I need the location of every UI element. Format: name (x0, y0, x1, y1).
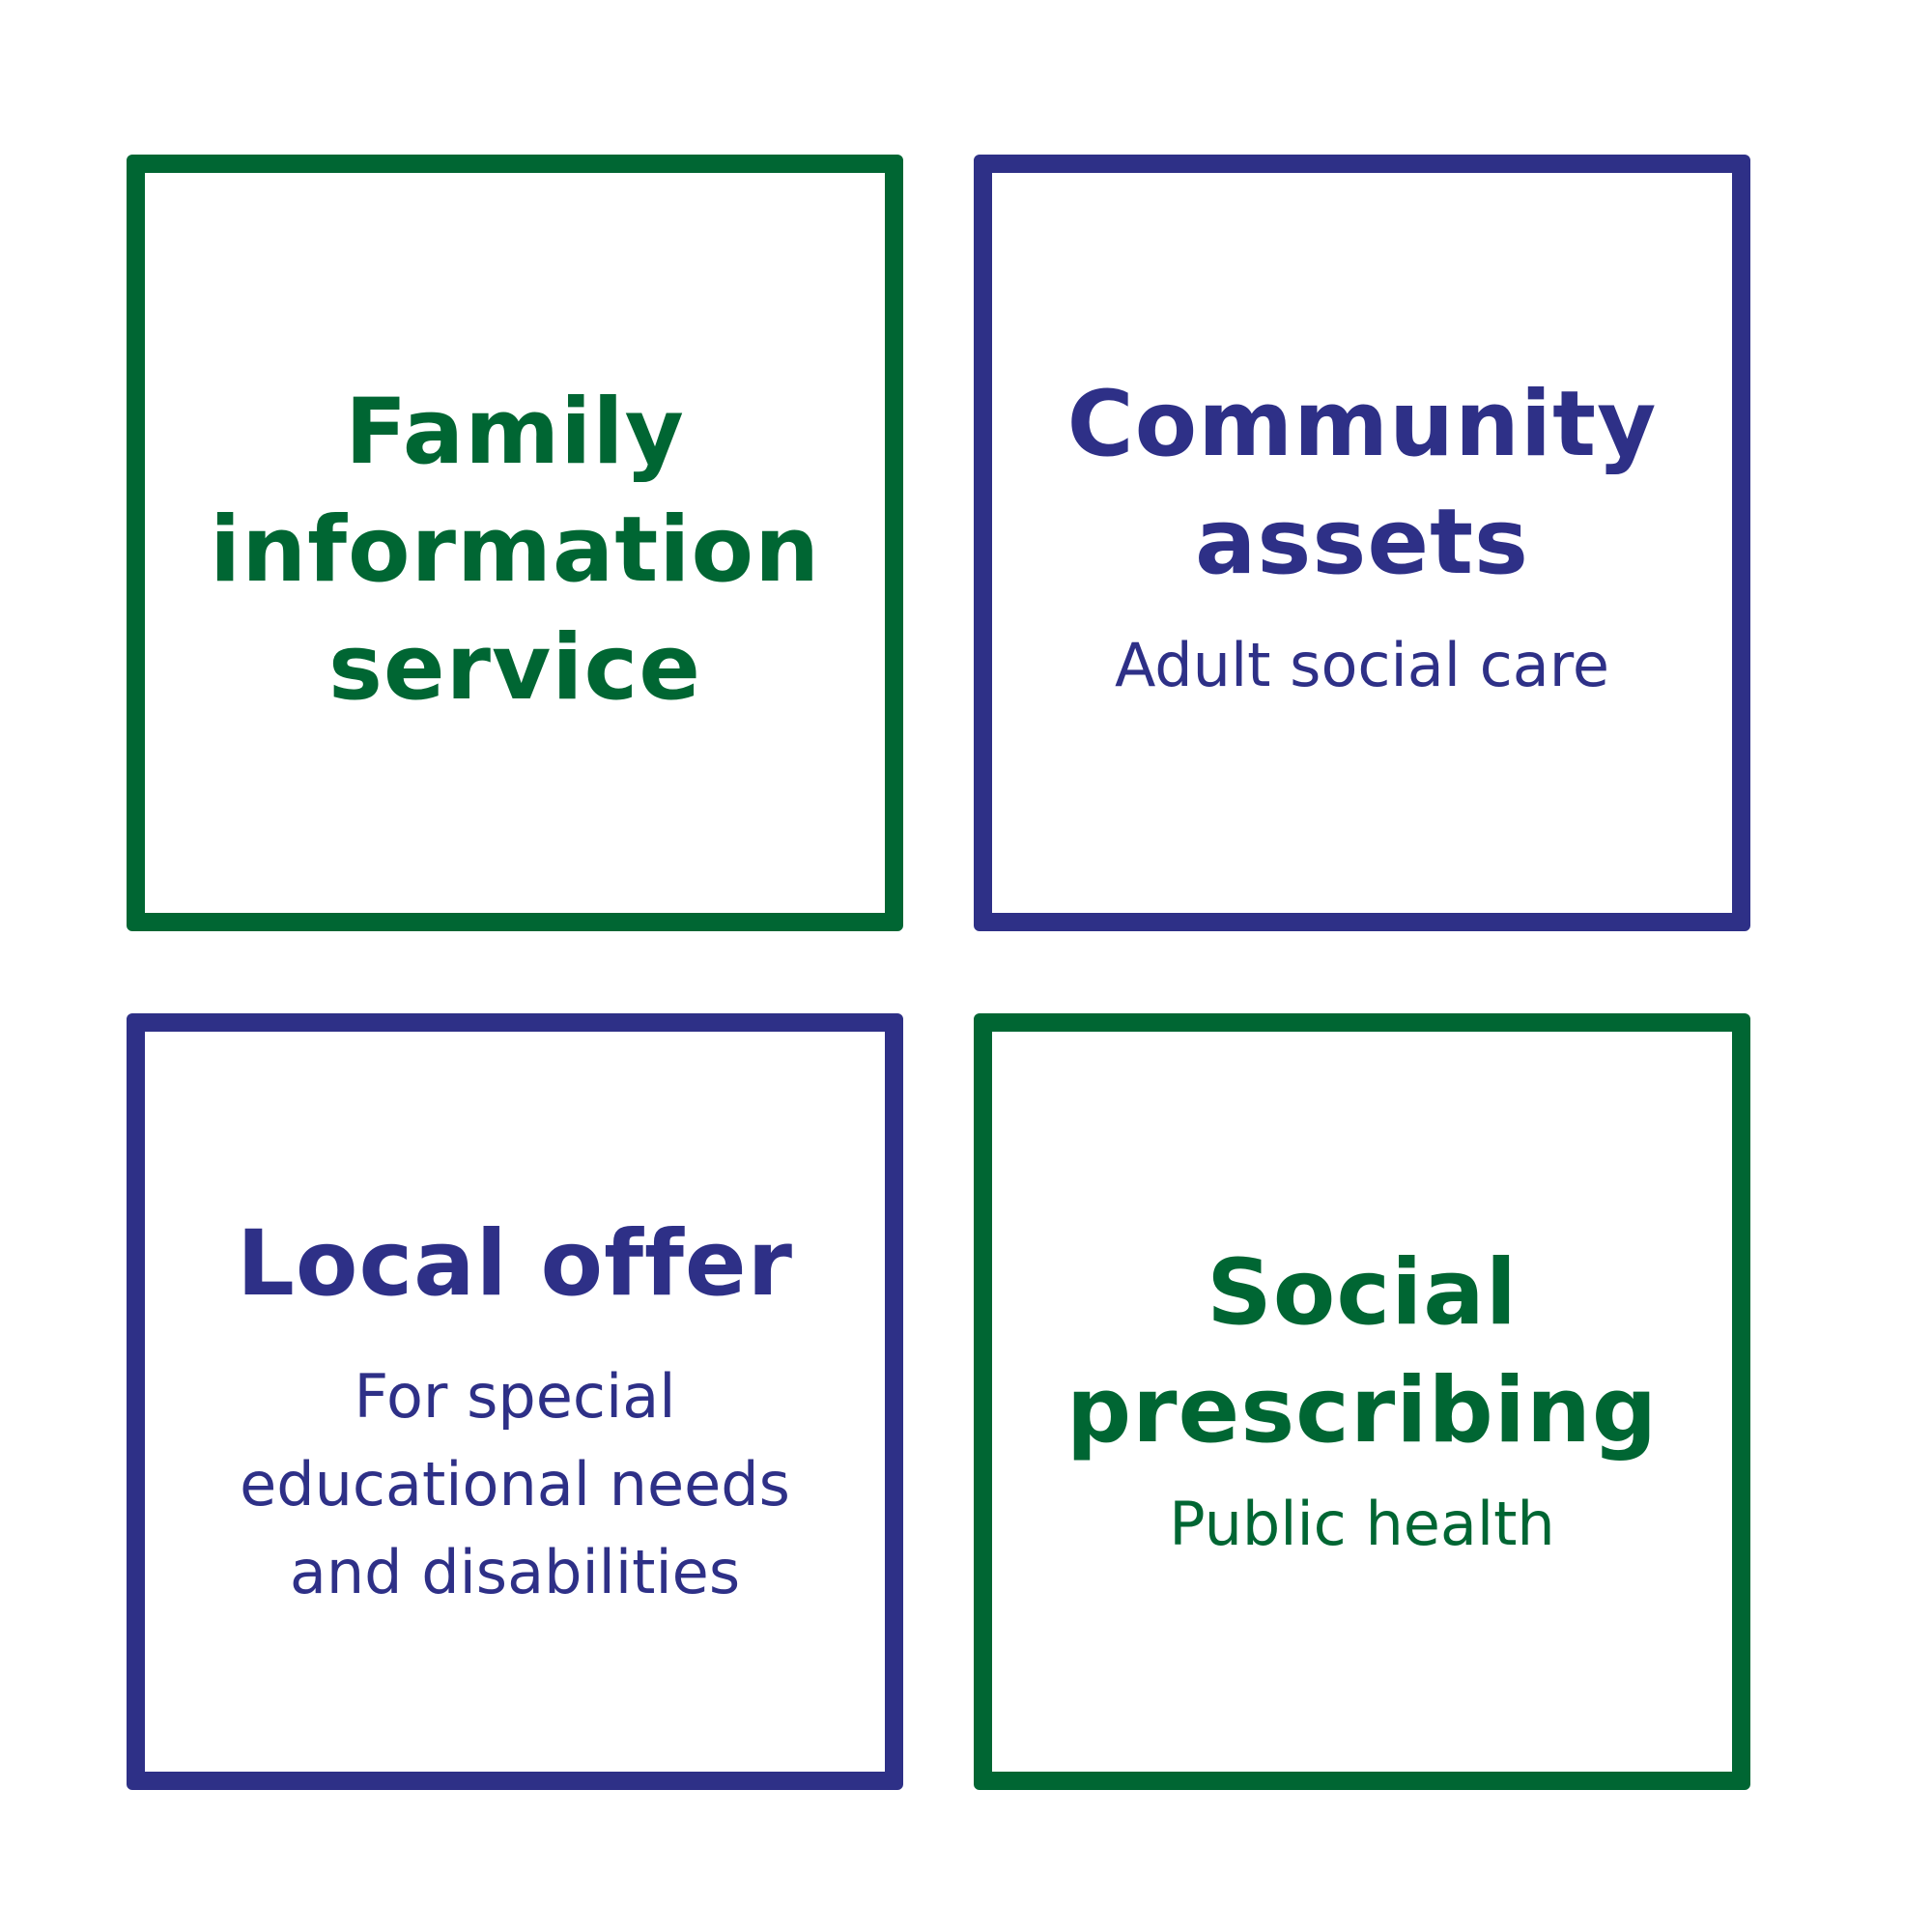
local-offer-subtitle: For special educational needs and disabi… (240, 1361, 790, 1607)
family-information-service-title: Family information service (209, 380, 820, 721)
community-assets-title: Community assets (1066, 372, 1658, 595)
family-information-service-box: Family information service (127, 155, 903, 931)
community-assets-subtitle: Adult social care (1114, 630, 1610, 700)
local-offer-box: Local offer For special educational need… (127, 1013, 903, 1790)
social-prescribing-subtitle: Public health (1169, 1489, 1555, 1559)
local-offer-title: Local offer (236, 1211, 794, 1317)
social-prescribing-box: Social prescribing Public health (974, 1013, 1750, 1790)
community-assets-box: Community assets Adult social care (974, 155, 1750, 931)
social-prescribing-title: Social prescribing (1065, 1240, 1659, 1463)
